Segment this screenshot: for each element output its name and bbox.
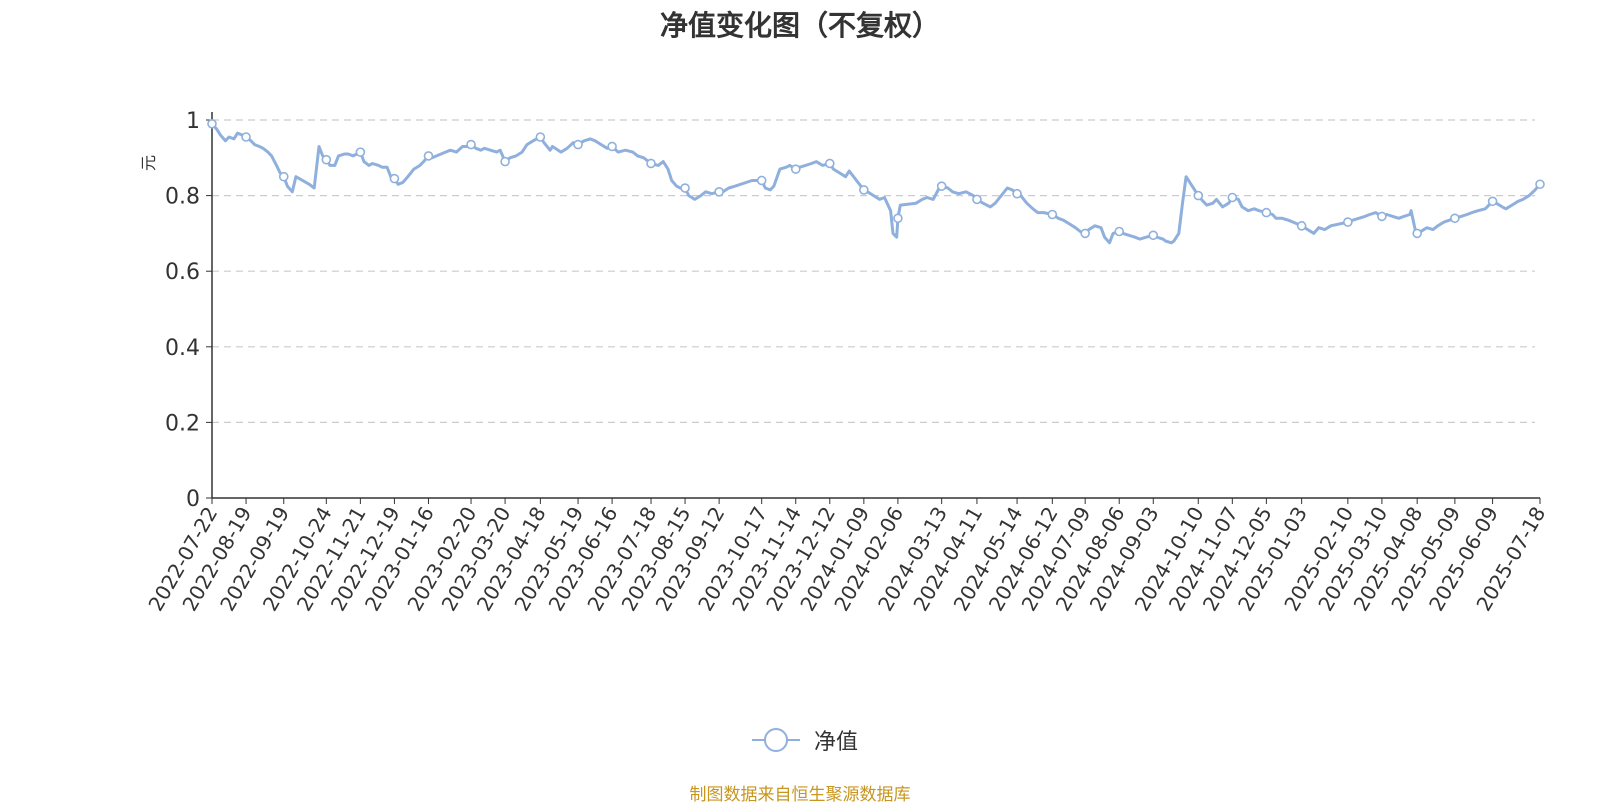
y-tick-label: 0.2 xyxy=(165,411,200,436)
y-tick-label: 0.4 xyxy=(165,336,200,361)
y-tick-label: 0.8 xyxy=(165,185,200,210)
legend-label: 净值 xyxy=(814,730,859,755)
data-point-marker xyxy=(1080,228,1090,239)
data-point-marker xyxy=(389,173,400,184)
data-point-marker xyxy=(500,156,510,167)
data-point-marker xyxy=(1412,228,1422,239)
data-point-marker xyxy=(1535,179,1545,190)
data-point-marker xyxy=(936,181,947,191)
data-point-marker xyxy=(859,185,869,195)
y-tick-label: 0 xyxy=(186,487,200,512)
data-point-marker xyxy=(646,158,656,169)
data-point-marker xyxy=(321,154,332,165)
data-point-marker xyxy=(1487,196,1498,207)
data-point-marker xyxy=(1193,190,1204,201)
data-point-marker xyxy=(714,187,724,197)
axes: 00.20.40.60.812022-07-222022-08-192022-0… xyxy=(143,109,1550,615)
data-point-marker xyxy=(535,132,546,142)
chart-title: 净值变化图（不复权） xyxy=(659,9,940,42)
data-point-marker xyxy=(355,147,366,157)
data-point-marker xyxy=(466,139,476,150)
y-axis-label: 元 xyxy=(139,155,158,171)
data-point-marker xyxy=(423,151,434,161)
line-chart: 00.20.40.60.812022-07-222022-08-192022-0… xyxy=(139,109,1550,615)
data-point-marker xyxy=(1047,209,1058,220)
data-point-marker xyxy=(756,175,767,186)
series-line-layer xyxy=(210,122,1542,245)
series-line xyxy=(210,122,1542,245)
data-point-marker xyxy=(207,118,217,129)
data-point-marker xyxy=(1114,226,1125,237)
data-point-marker xyxy=(972,194,982,205)
data-point-marker xyxy=(1296,221,1307,231)
data-point-marker xyxy=(607,141,617,152)
data-point-marker xyxy=(241,132,251,142)
source-note: 制图数据来自恒生聚源数据库 xyxy=(689,785,911,805)
data-point-marker xyxy=(1377,211,1387,222)
legend-marker-icon xyxy=(752,728,800,752)
data-point-marker xyxy=(824,158,835,169)
data-point-marker xyxy=(680,183,690,193)
data-point-marker xyxy=(1227,192,1238,203)
data-point-marker xyxy=(573,139,583,150)
data-point-marker xyxy=(278,171,289,182)
data-point-marker xyxy=(1012,188,1022,199)
y-tick-label: 0.6 xyxy=(165,260,200,285)
series-markers xyxy=(207,118,1545,241)
legend[interactable]: 净值 xyxy=(0,720,1600,760)
gridlines xyxy=(212,119,1535,423)
data-point-marker xyxy=(1343,217,1353,227)
legend-item[interactable]: 净值 xyxy=(750,720,858,760)
data-point-marker xyxy=(1450,213,1460,224)
data-point-marker xyxy=(1261,207,1272,218)
data-point-marker xyxy=(790,164,801,174)
data-point-marker xyxy=(893,213,903,224)
data-point-marker xyxy=(1148,230,1159,241)
y-tick-label: 1 xyxy=(186,109,200,134)
